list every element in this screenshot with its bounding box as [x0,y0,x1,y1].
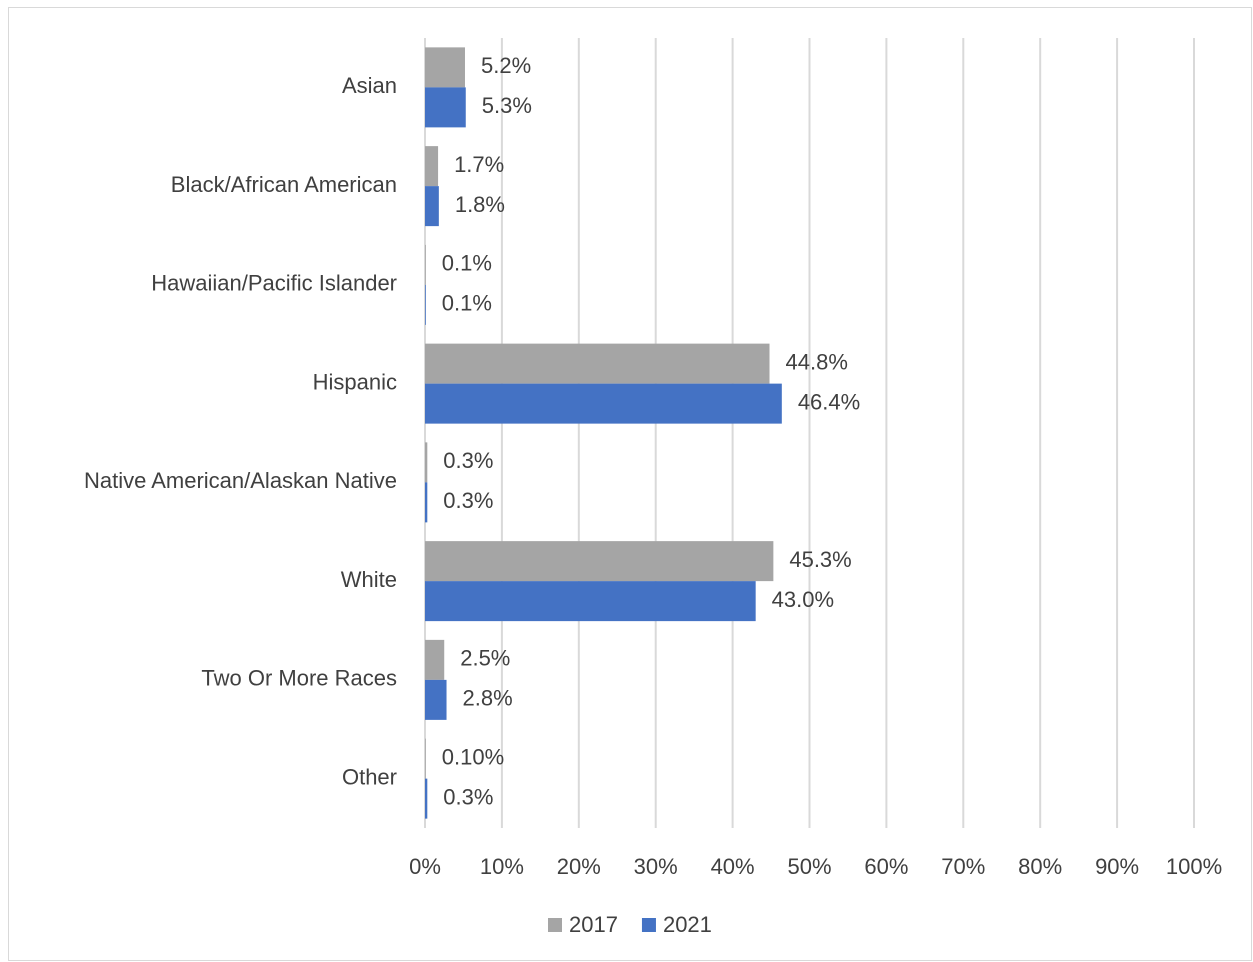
data-label: 43.0% [772,587,834,612]
data-label: 5.3% [482,93,532,118]
x-tick-label: 0% [409,854,441,879]
bar [425,87,466,128]
bar [425,581,756,622]
bar [425,343,770,384]
y-tick-label: White [341,567,397,592]
data-label: 44.8% [786,349,848,374]
legend-label: 2021 [663,912,712,937]
bar [425,639,445,680]
data-label: 1.8% [455,192,505,217]
data-label: 45.3% [789,547,851,572]
x-tick-label: 90% [1095,854,1139,879]
y-tick-label: Hawaiian/Pacific Islander [151,271,397,296]
x-tick-label: 20% [557,854,601,879]
x-tick-label: 80% [1018,854,1062,879]
data-label: 0.3% [443,488,493,513]
data-label: 0.3% [443,448,493,473]
bar [425,146,439,187]
y-tick-label: Other [342,764,397,789]
x-tick-label: 100% [1166,854,1222,879]
data-label: 5.2% [481,53,531,78]
y-tick-label: Black/African American [171,172,397,197]
legend-label: 2017 [569,912,618,937]
data-label: 0.1% [442,251,492,276]
legend-swatch [641,918,656,932]
chart-border [8,7,1252,961]
y-tick-label: Asian [342,73,397,98]
data-label: 0.10% [442,744,504,769]
data-label: 2.5% [460,646,510,671]
bar [425,482,428,523]
data-label: 2.8% [463,686,513,711]
bar [425,284,426,325]
bar [425,442,428,483]
bar [425,47,465,88]
bar [425,778,428,819]
x-tick-label: 50% [787,854,831,879]
bar [425,186,439,227]
x-tick-label: 30% [634,854,678,879]
bar [425,244,426,285]
data-label: 46.4% [798,389,860,414]
x-tick-label: 70% [941,854,985,879]
y-tick-label: Hispanic [313,369,397,394]
y-tick-label: Two Or More Races [201,666,397,691]
bar [425,541,774,582]
y-tick-label: Native American/Alaskan Native [84,468,397,493]
x-tick-label: 10% [480,854,524,879]
x-tick-label: 60% [864,854,908,879]
bar [425,738,426,779]
data-label: 0.3% [443,784,493,809]
bar [425,679,447,720]
bar [425,383,782,424]
data-label: 1.7% [454,152,504,177]
data-label: 0.1% [442,291,492,316]
legend-swatch [548,918,562,932]
x-tick-label: 40% [711,854,755,879]
